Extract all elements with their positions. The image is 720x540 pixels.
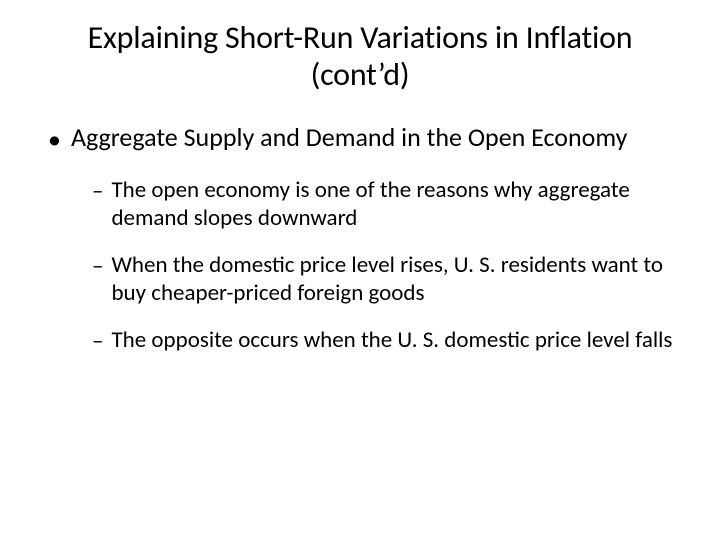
slide: Explaining Short-Run Variations in Infla… xyxy=(0,0,720,540)
bullet-level2-text: The opposite occurs when the U. S. domes… xyxy=(111,327,672,355)
bullet-level2-text: When the domestic price level rises, U. … xyxy=(111,252,680,307)
dash-marker: – xyxy=(92,327,103,356)
bullet-level1-text: Aggregate Supply and Demand in the Open … xyxy=(71,122,627,153)
bullet-level1: • Aggregate Supply and Demand in the Ope… xyxy=(48,122,680,156)
bullet-marker: • xyxy=(48,123,61,156)
bullet-level2: – The opposite occurs when the U. S. dom… xyxy=(92,327,680,356)
bullet-level2-text: The open economy is one of the reasons w… xyxy=(111,177,680,232)
bullet-level2: – When the domestic price level rises, U… xyxy=(92,252,680,307)
dash-marker: – xyxy=(92,252,103,281)
bullet-level2: – The open economy is one of the reasons… xyxy=(92,177,680,232)
dash-marker: – xyxy=(92,177,103,206)
slide-title: Explaining Short-Run Variations in Infla… xyxy=(70,20,650,94)
